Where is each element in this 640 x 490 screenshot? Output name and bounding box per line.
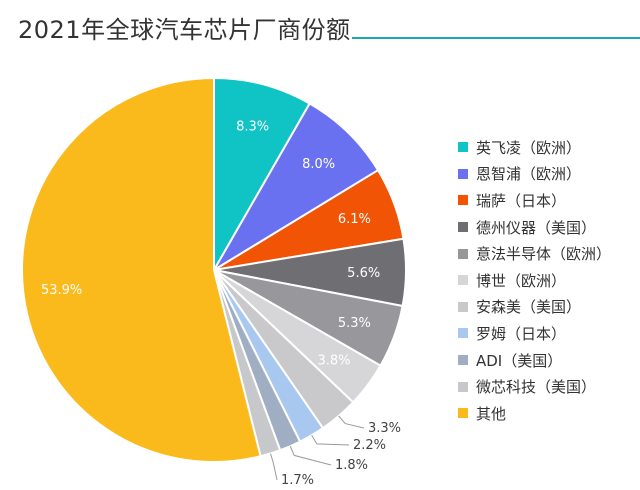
chart-legend: 英飞凌（欧洲） 恩智浦（欧洲） 瑞萨（日本） 德州仪器（美国） 意法半导体（欧洲） 博世（… (458, 134, 611, 427)
label-leader-lines (270, 415, 365, 481)
legend-swatch (458, 248, 468, 259)
slice-data-label: 2.2% (353, 438, 386, 453)
legend-label: 英飞凌（欧洲） (476, 138, 582, 157)
slice-data-label: 53.9% (41, 283, 82, 298)
legend-item[interactable]: 瑞萨（日本） (458, 187, 611, 214)
legend-label: ADI（美国） (476, 351, 563, 370)
leader-line (270, 453, 278, 481)
legend-item[interactable]: 恩智浦（欧洲） (458, 161, 611, 188)
legend-label: 微芯科技（美国） (476, 378, 597, 397)
legend-swatch (458, 408, 468, 419)
pie-slice (21, 77, 262, 463)
slice-data-label: 1.8% (335, 458, 368, 473)
legend-item[interactable]: 安森美（美国） (458, 294, 611, 321)
legend-item[interactable]: 微芯科技（美国） (458, 373, 611, 400)
legend-label: 其他 (476, 404, 507, 423)
legend-item[interactable]: 罗姆（日本） (458, 320, 611, 347)
legend-item[interactable]: 英飞凌（欧洲） (458, 134, 611, 161)
legend-swatch (458, 142, 468, 153)
slice-data-label: 8.3% (236, 119, 269, 134)
slice-data-label: 8.0% (302, 157, 335, 172)
legend-swatch (458, 168, 468, 179)
chart-title: 2021年全球汽车芯片厂商份额 (18, 16, 351, 44)
legend-label: 罗姆（日本） (476, 324, 567, 343)
slice-data-label: 5.6% (347, 266, 380, 281)
legend-label: 博世（欧洲） (476, 271, 567, 290)
legend-item[interactable]: 德州仪器（美国） (458, 214, 611, 241)
pie-slice (213, 77, 311, 271)
legend-label: 瑞萨（日本） (476, 191, 567, 210)
legend-label: 意法半导体（欧洲） (476, 245, 612, 264)
pie-data-labels: 8.3% 8.0% 6.1% 5.6% 5.3% 3.8% 3.3% 2.2% 1.8% 1.7%… (41, 119, 401, 488)
slice-data-label: 1.7% (281, 473, 314, 488)
legend-swatch (458, 275, 468, 286)
legend-label: 恩智浦（欧洲） (476, 165, 582, 184)
legend-swatch (458, 328, 468, 339)
title-underline (352, 37, 640, 39)
legend-item[interactable]: 博世（欧洲） (458, 267, 611, 294)
leader-line (338, 415, 365, 429)
legend-swatch (458, 355, 468, 366)
leader-line (289, 446, 332, 466)
leader-line (311, 435, 350, 446)
legend-item[interactable]: 其他 (458, 400, 611, 427)
slice-data-label: 3.8% (317, 354, 350, 369)
legend-swatch (458, 301, 468, 312)
pie-slices (21, 77, 407, 463)
slice-data-label: 6.1% (338, 212, 371, 227)
legend-swatch (458, 222, 468, 233)
slice-data-label: 5.3% (338, 316, 371, 331)
legend-item[interactable]: ADI（美国） (458, 347, 611, 374)
slice-data-label: 3.3% (368, 421, 401, 436)
legend-label: 德州仪器（美国） (476, 218, 597, 237)
legend-swatch (458, 195, 468, 206)
pie-slice (213, 102, 380, 271)
legend-label: 安森美（美国） (476, 298, 582, 317)
legend-swatch (458, 381, 468, 392)
legend-item[interactable]: 意法半导体（欧洲） (458, 240, 611, 267)
